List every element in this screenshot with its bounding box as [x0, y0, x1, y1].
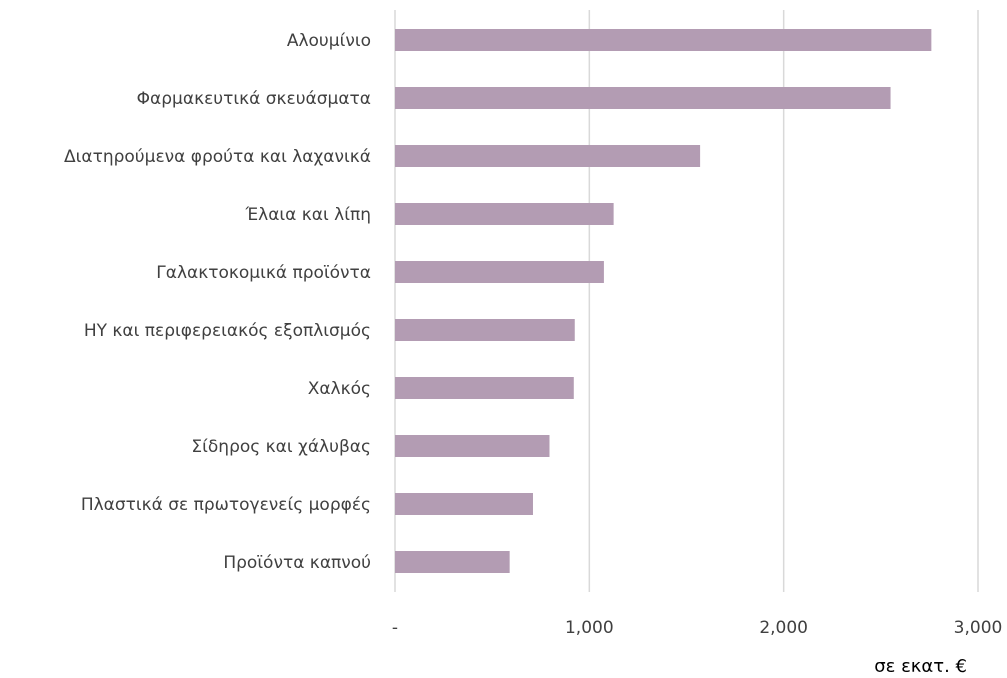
bar — [395, 435, 550, 457]
category-label: Αλουμίνιο — [287, 31, 371, 51]
category-label: Προϊόντα καπνού — [223, 553, 371, 573]
category-label: Γαλακτοκομικά προϊόντα — [156, 263, 371, 283]
bars — [395, 29, 932, 573]
category-label: ΗΥ και περιφερειακός εξοπλισμός — [84, 321, 371, 341]
bar — [395, 203, 614, 225]
unit-label: σε εκατ. € — [874, 656, 967, 677]
bar — [395, 319, 575, 341]
bar — [395, 145, 701, 167]
bar — [395, 29, 932, 51]
category-label: Πλαστικά σε πρωτογενείς μορφές — [81, 495, 371, 515]
category-labels: Αλουμίνιο Φαρμακευτικά σκευάσματα Διατηρού… — [64, 31, 371, 573]
category-label: Διατηρούμενα φρούτα και λαχανικά — [64, 147, 371, 167]
x-tick-label: 1,000 — [565, 618, 614, 638]
bar — [395, 493, 533, 515]
category-label: Σίδηρος και χάλυβας — [191, 437, 371, 457]
x-tick-label: - — [392, 618, 398, 638]
x-tick-label: 3,000 — [954, 618, 1003, 638]
bar — [395, 377, 574, 399]
bar — [395, 261, 604, 283]
category-label: Χαλκός — [308, 379, 371, 399]
category-label: Έλαια και λίπη — [244, 205, 371, 225]
x-axis-tick-labels: - 1,000 2,000 3,000 — [392, 618, 1002, 638]
bar — [395, 551, 510, 573]
category-label: Φαρμακευτικά σκευάσματα — [137, 89, 371, 109]
bar — [395, 87, 891, 109]
x-tick-label: 2,000 — [759, 618, 808, 638]
